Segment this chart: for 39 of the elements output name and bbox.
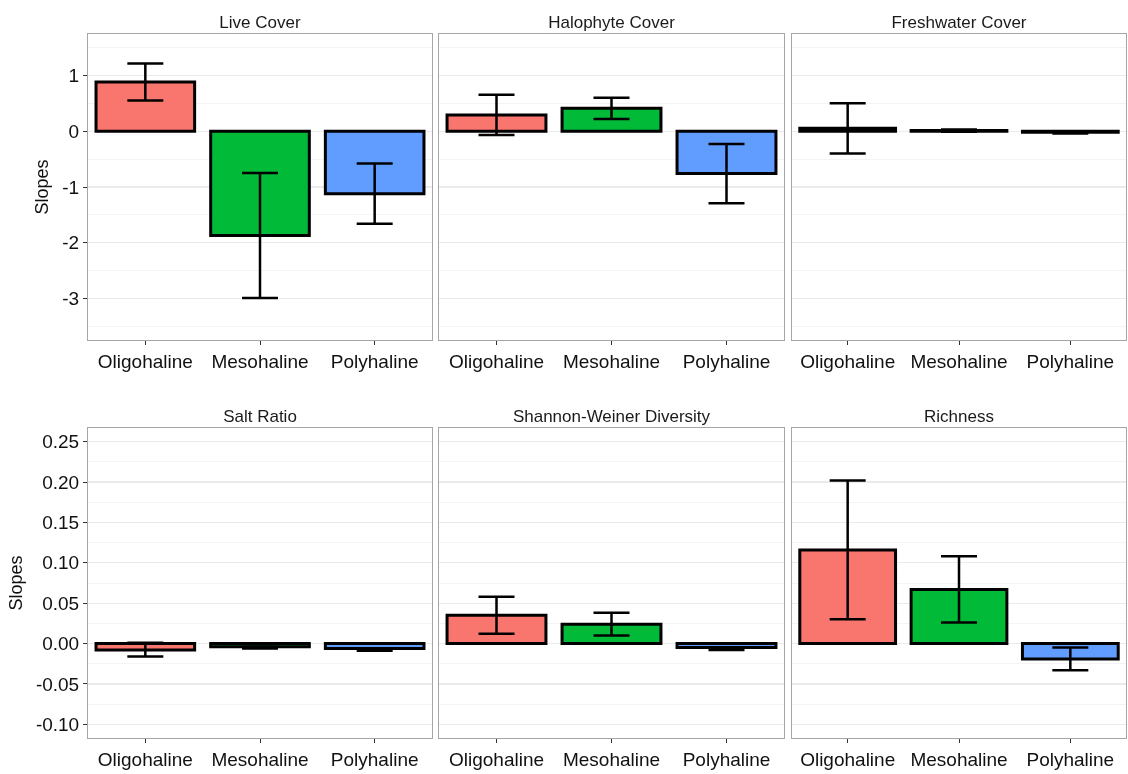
y-tick-label: 0.15 bbox=[42, 512, 80, 534]
x-tick-label: Oligohaline bbox=[800, 748, 896, 770]
x-tick-label: Mesohaline bbox=[562, 350, 661, 372]
y-tick-label: -1 bbox=[62, 176, 80, 198]
y-axis-title: Slopes bbox=[6, 555, 27, 611]
chart-title: Richness bbox=[924, 407, 994, 426]
y-tick-label: 0.00 bbox=[42, 633, 80, 655]
x-tick-label: Polyhaline bbox=[1026, 748, 1115, 770]
y-tick-label: -0.05 bbox=[35, 673, 80, 695]
x-tick-label: Polyhaline bbox=[330, 350, 419, 372]
chart-title: Freshwater Cover bbox=[891, 13, 1027, 32]
chart-title: Shannon-Weiner Diversity bbox=[512, 407, 711, 426]
x-tick-label: Mesohaline bbox=[910, 350, 1008, 372]
x-tick-label: Mesohaline bbox=[910, 748, 1008, 770]
y-tick-label: 1 bbox=[68, 64, 80, 86]
x-tick-label: Polyhaline bbox=[682, 350, 771, 372]
x-tick-label: Oligohaline bbox=[97, 350, 193, 372]
chart-title: Salt Ratio bbox=[223, 407, 297, 426]
x-tick-label: Oligohaline bbox=[800, 350, 896, 372]
y-tick-label: 0.10 bbox=[42, 552, 80, 574]
x-tick-label: Polyhaline bbox=[1026, 350, 1115, 372]
chart-title: Live Cover bbox=[219, 13, 301, 32]
x-tick-label: Polyhaline bbox=[682, 748, 771, 770]
y-tick-label: 0.20 bbox=[42, 471, 80, 493]
y-tick-label: -2 bbox=[62, 232, 80, 254]
y-axis-title: Slopes bbox=[32, 159, 53, 215]
chart-title: Halophyte Cover bbox=[548, 13, 676, 32]
y-tick-label: 0.25 bbox=[42, 431, 80, 453]
x-tick-label: Polyhaline bbox=[330, 748, 419, 770]
y-tick-label: -0.10 bbox=[35, 713, 80, 735]
x-tick-label: Oligohaline bbox=[448, 350, 545, 372]
x-tick-label: Mesohaline bbox=[562, 748, 661, 770]
y-tick-label: 0 bbox=[68, 120, 80, 142]
x-tick-label: Oligohaline bbox=[448, 748, 545, 770]
x-tick-label: Mesohaline bbox=[211, 748, 309, 770]
x-tick-label: Mesohaline bbox=[211, 350, 309, 372]
y-tick-label: 0.05 bbox=[42, 592, 80, 614]
x-tick-label: Oligohaline bbox=[97, 748, 193, 770]
y-tick-label: -3 bbox=[62, 288, 80, 310]
